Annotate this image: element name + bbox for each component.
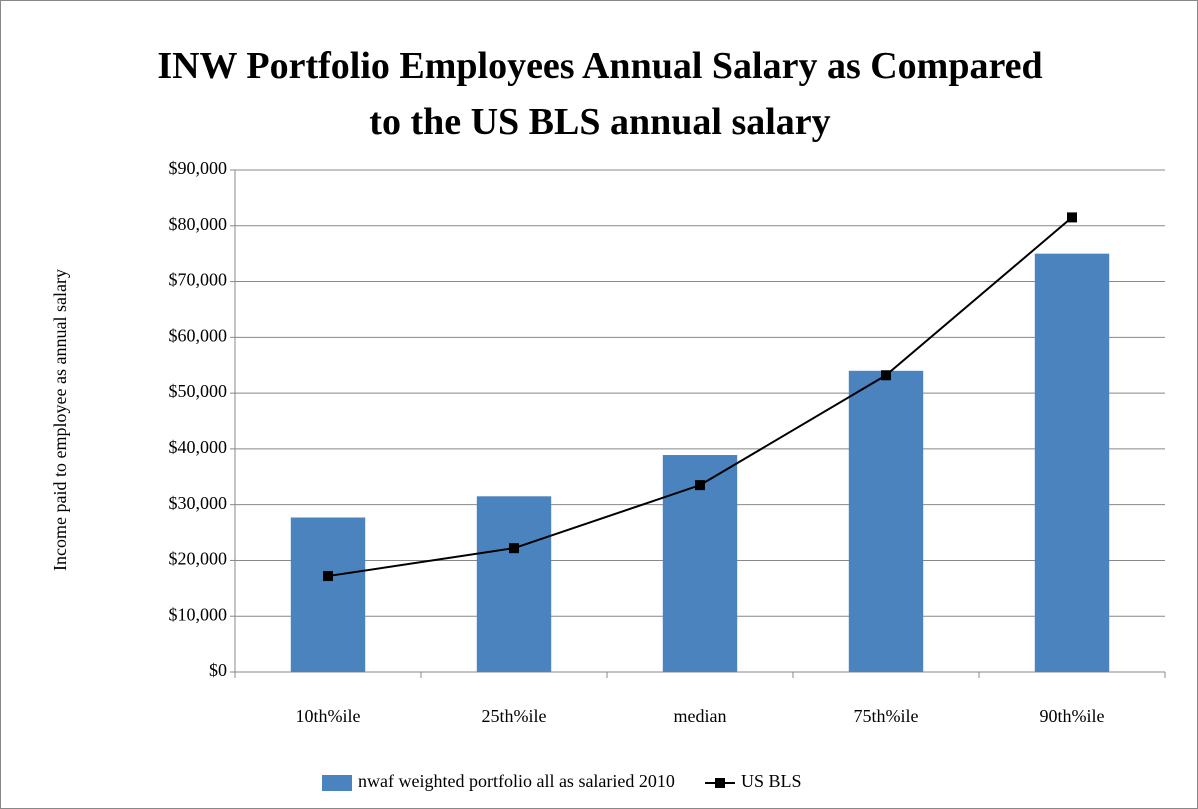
y-tick-label: $60,000: [169, 325, 228, 345]
y-tick-label: $20,000: [169, 549, 228, 569]
x-tick-label: 25th%ile: [482, 706, 547, 726]
line-marker: [1067, 212, 1077, 223]
x-tick-label: median: [674, 706, 727, 726]
y-tick-label: $80,000: [169, 214, 228, 234]
line-marker: [509, 543, 519, 554]
bar: [476, 496, 552, 672]
legend-swatch: [322, 775, 352, 791]
y-tick-label: $30,000: [169, 493, 228, 513]
bar: [848, 370, 924, 672]
bar: [1034, 253, 1110, 672]
y-axis-label: Income paid to employee as annual salary: [50, 269, 70, 571]
line-marker: [323, 571, 333, 582]
y-tick-label: $50,000: [169, 381, 228, 401]
legend-label: US BLS: [741, 771, 802, 791]
legend-swatch: [715, 778, 725, 788]
y-tick-label: $90,000: [169, 158, 228, 178]
y-tick-label: $10,000: [169, 604, 228, 624]
x-tick-label: 10th%ile: [296, 706, 361, 726]
x-tick-label: 90th%ile: [1040, 706, 1105, 726]
bar: [662, 455, 738, 672]
chart-title: INW Portfolio Employees Annual Salary as…: [157, 45, 1043, 143]
y-tick-label: $70,000: [169, 270, 228, 290]
bar: [290, 517, 366, 672]
x-tick-label: 75th%ile: [854, 706, 919, 726]
y-tick-label: $40,000: [169, 437, 228, 457]
y-tick-label: $0: [209, 660, 227, 680]
line-marker: [881, 370, 891, 381]
legend-label: nwaf weighted portfolio all as salaried …: [358, 771, 675, 791]
line-marker: [695, 480, 705, 491]
